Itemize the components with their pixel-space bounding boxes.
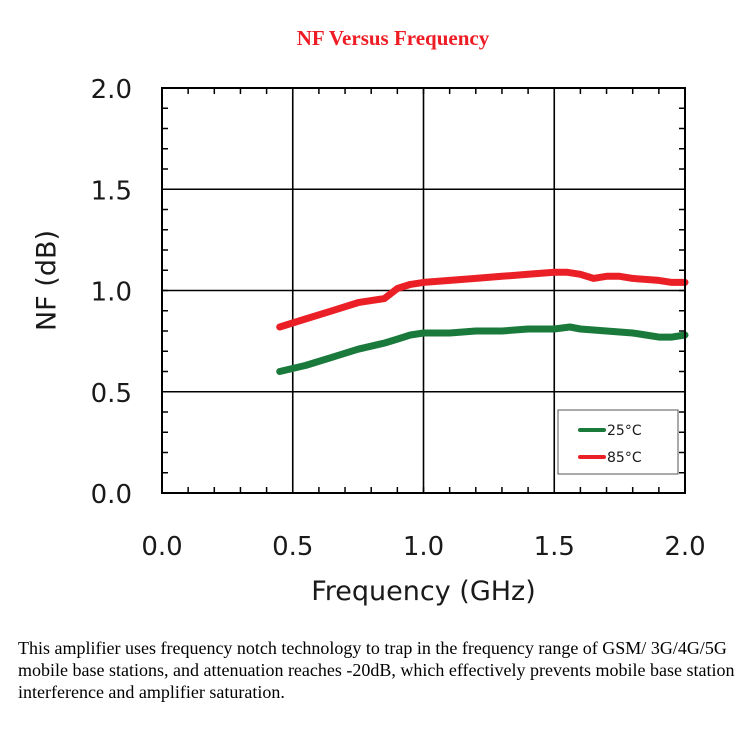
legend: 25°C 85°C bbox=[557, 409, 679, 475]
legend-label-85c: 85°C bbox=[607, 450, 642, 466]
y-tick-label: 1.5 bbox=[91, 176, 132, 206]
series-line-25c bbox=[276, 323, 689, 375]
y-tick-labels: 0.0 0.5 1.0 1.5 2.0 bbox=[91, 75, 132, 510]
x-axis-label: Frequency (GHz) bbox=[311, 576, 536, 607]
x-tick-labels: 0.0 0.5 1.0 1.5 2.0 bbox=[141, 532, 705, 562]
plot-frame bbox=[161, 87, 686, 494]
series-group bbox=[276, 268, 689, 375]
x-tick-label: 0.5 bbox=[272, 532, 313, 562]
legend-label-25c: 25°C bbox=[607, 423, 642, 439]
y-tick-label: 0.0 bbox=[91, 480, 132, 510]
x-tick-label: 2.0 bbox=[664, 532, 705, 562]
y-axis-label: NF (dB) bbox=[32, 230, 63, 331]
legend-box bbox=[557, 409, 679, 475]
x-tick-label: 1.0 bbox=[403, 532, 444, 562]
x-tick-label: 0.0 bbox=[141, 532, 182, 562]
series-line-85c bbox=[276, 268, 689, 331]
nf-chart: 0.0 0.5 1.0 1.5 2.0 0.0 0.5 1.0 1.5 2.0 Frequenc… bbox=[32, 75, 706, 607]
y-tick-label: 2.0 bbox=[91, 75, 132, 105]
x-tick-label: 1.5 bbox=[534, 532, 575, 562]
chart-title: NF Versus Frequency bbox=[296, 26, 490, 50]
caption-text: This amplifier uses frequency notch tech… bbox=[18, 638, 735, 702]
y-tick-label: 1.0 bbox=[91, 278, 132, 308]
y-tick-label: 0.5 bbox=[91, 379, 132, 409]
